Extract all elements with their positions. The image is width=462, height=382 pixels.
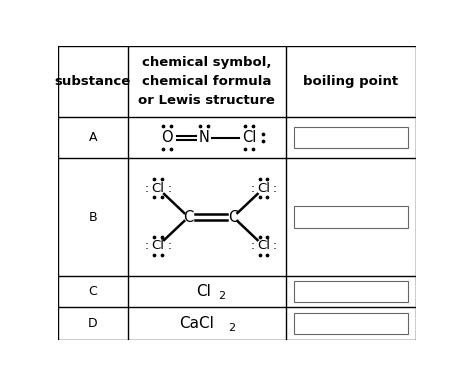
Text: ∨: ∨ (398, 286, 405, 296)
Text: 2: 2 (228, 323, 235, 333)
Text: D: D (88, 317, 97, 330)
Text: C: C (88, 285, 97, 298)
Text: O: O (161, 130, 173, 145)
Text: chemical symbol,
chemical formula
or Lewis structure: chemical symbol, chemical formula or Lew… (139, 56, 275, 107)
Text: ∨: ∨ (398, 212, 405, 222)
Text: :: : (145, 240, 149, 253)
FancyBboxPatch shape (294, 206, 408, 228)
Text: (Choose one): (Choose one) (315, 133, 381, 142)
Text: :: : (250, 240, 254, 253)
Text: CaCl: CaCl (179, 316, 213, 331)
Text: :: : (167, 182, 171, 195)
Text: boiling point: boiling point (304, 75, 399, 88)
Text: C: C (228, 210, 238, 225)
Text: Cl: Cl (242, 130, 256, 145)
Text: Cl: Cl (152, 240, 164, 253)
Text: :: : (273, 240, 277, 253)
Text: :: : (145, 182, 149, 195)
Text: :: : (273, 182, 277, 195)
Text: :: : (250, 182, 254, 195)
Text: :: : (167, 240, 171, 253)
Text: B: B (88, 210, 97, 223)
Text: ∨: ∨ (398, 319, 405, 329)
Text: Cl: Cl (196, 284, 211, 299)
Text: 2: 2 (218, 291, 225, 301)
FancyBboxPatch shape (294, 281, 408, 302)
FancyBboxPatch shape (294, 313, 408, 334)
Text: (Choose one): (Choose one) (315, 286, 381, 296)
Text: substance: substance (55, 75, 131, 88)
Text: (Choose one): (Choose one) (315, 212, 381, 222)
FancyBboxPatch shape (294, 127, 408, 148)
Text: Cl: Cl (257, 240, 270, 253)
Text: (Choose one): (Choose one) (315, 319, 381, 329)
Text: ∨: ∨ (398, 133, 405, 142)
Text: A: A (88, 131, 97, 144)
Text: C: C (183, 210, 194, 225)
Text: N: N (198, 130, 209, 145)
Text: Cl: Cl (257, 182, 270, 195)
Text: Cl: Cl (152, 182, 164, 195)
